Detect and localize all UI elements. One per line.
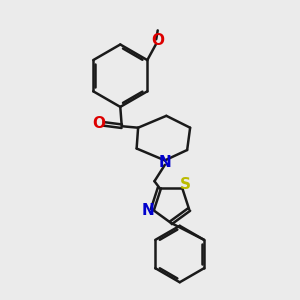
Text: O: O bbox=[92, 116, 105, 131]
Text: N: N bbox=[142, 203, 154, 218]
Text: S: S bbox=[180, 177, 190, 192]
Text: O: O bbox=[151, 33, 164, 48]
Text: N: N bbox=[158, 155, 171, 170]
